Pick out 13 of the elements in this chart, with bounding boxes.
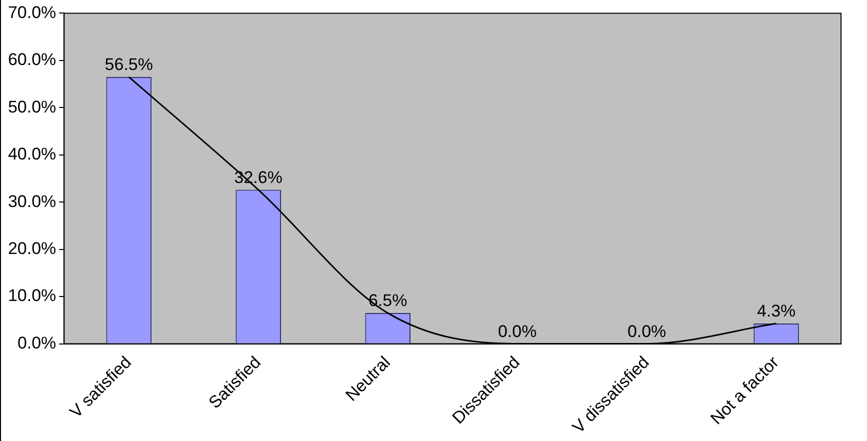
y-tick-label: 50.0% [8,97,56,116]
y-tick-label: 10.0% [8,286,56,306]
data-label: 4.3% [756,302,796,321]
y-tick-label: 60.0% [8,50,56,70]
data-label: 6.5% [368,291,408,310]
y-tick-label: 30.0% [8,192,56,211]
data-label: 56.5% [104,55,153,74]
data-label: 0.0% [498,322,537,341]
y-tick-label: 40.0% [8,144,56,164]
data-label: 0.0% [627,322,666,341]
y-tick-label: 70.0% [8,2,56,22]
y-tick-label: 20.0% [8,238,56,258]
y-tick-label: 0.0% [17,333,56,352]
